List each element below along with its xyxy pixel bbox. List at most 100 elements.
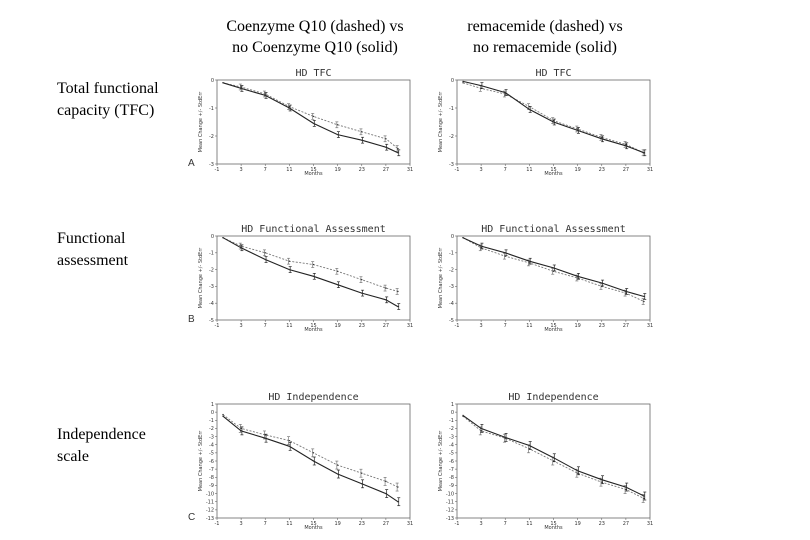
- series-line-solid: [462, 414, 645, 497]
- data-point: [480, 427, 482, 430]
- y-tick-label: -4: [209, 301, 214, 307]
- error-bar: [288, 442, 292, 451]
- y-tick-label: -3: [209, 162, 214, 168]
- y-tick-label: 1: [451, 402, 454, 408]
- series-line-dashed: [222, 414, 399, 488]
- data-point: [528, 260, 531, 262]
- error-bar: [504, 249, 508, 257]
- error-bar: [264, 433, 268, 443]
- x-tick-label: 31: [407, 323, 413, 329]
- data-point: [397, 152, 399, 154]
- x-tick-label: 3: [240, 167, 243, 173]
- data-point: [288, 260, 291, 262]
- y-tick-label: -2: [209, 426, 214, 432]
- y-axis-label: Mean Change +/- StdErr: [198, 91, 204, 153]
- error-bar: [504, 89, 508, 96]
- x-tick-label: 23: [599, 521, 605, 527]
- data-point: [504, 91, 506, 94]
- x-axis-label: Months: [544, 525, 563, 531]
- x-axis-label: Months: [304, 327, 323, 333]
- error-bar: [287, 103, 291, 110]
- error-bar: [601, 279, 605, 287]
- chart-svg: HD Independence-1 3 7 11 15 19 23 27 3110-1-2-3-…: [188, 392, 413, 531]
- data-point: [528, 448, 531, 450]
- error-bar: [264, 256, 268, 263]
- data-point: [552, 457, 555, 459]
- data-point: [504, 93, 506, 95]
- error-bar: [335, 460, 339, 470]
- row-label-independence: Independence scale: [57, 424, 146, 468]
- data-point: [601, 136, 603, 139]
- chart-panel-c-left: HD Independence -1 3 7 11 15 19 23 27 31 1 0 -1 -2 -3-…: [188, 390, 413, 531]
- y-tick-label: -3: [449, 284, 454, 290]
- error-bar: [336, 281, 340, 289]
- series-line-solid: [222, 415, 399, 503]
- data-point: [288, 439, 291, 442]
- y-tick-label: -12: [446, 508, 454, 514]
- error-bar: [625, 288, 629, 295]
- data-point: [385, 492, 387, 495]
- data-point: [288, 268, 291, 271]
- y-axis-label: Mean Change +/- StdErr: [438, 430, 444, 492]
- data-point: [361, 472, 363, 474]
- y-tick-label: -7: [209, 467, 214, 473]
- x-tick-label: -1: [215, 323, 220, 329]
- error-bar: [599, 134, 603, 141]
- y-tick-label: -1: [449, 251, 454, 257]
- row-label-line-2: assessment: [57, 252, 129, 269]
- data-point: [552, 267, 555, 269]
- data-point: [480, 245, 482, 247]
- error-bar: [623, 141, 627, 148]
- data-point: [462, 82, 464, 84]
- error-bar: [311, 113, 315, 120]
- x-tick-label: 15: [550, 521, 556, 527]
- chart-title: HD Independence: [508, 392, 598, 403]
- error-bar: [359, 128, 363, 136]
- y-tick-label: -3: [449, 434, 454, 440]
- data-point: [361, 483, 363, 485]
- data-point: [222, 415, 224, 417]
- y-tick-label: -1: [209, 106, 214, 112]
- error-bar: [336, 131, 340, 138]
- x-tick-label: 7: [504, 521, 507, 527]
- y-tick-label: 0: [211, 234, 214, 240]
- y-axis-label: Mean Change +/- StdErr: [438, 247, 444, 309]
- data-point: [480, 430, 482, 432]
- data-point: [528, 108, 531, 111]
- x-tick-label: 31: [647, 167, 653, 173]
- x-tick-label: 23: [599, 167, 605, 173]
- error-bar: [312, 456, 316, 466]
- data-point: [625, 143, 627, 146]
- x-tick-label: 3: [480, 323, 483, 329]
- error-bar: [385, 489, 389, 498]
- x-tick-label: 31: [407, 521, 413, 527]
- x-tick-label: -1: [215, 521, 220, 527]
- error-bar: [383, 135, 387, 143]
- data-point: [240, 247, 242, 249]
- chart-title: HD TFC: [295, 68, 331, 79]
- error-bar: [238, 424, 242, 433]
- y-tick-label: -13: [446, 516, 454, 522]
- y-tick-label: -5: [209, 451, 214, 457]
- x-tick-label: 15: [310, 521, 316, 527]
- series-line-solid: [462, 237, 645, 298]
- x-tick-label: 3: [240, 323, 243, 329]
- x-tick-label: 31: [647, 323, 653, 329]
- data-point: [240, 430, 242, 432]
- x-tick-label: 11: [526, 167, 532, 173]
- y-tick-label: -11: [206, 500, 214, 506]
- error-bar: [641, 298, 645, 305]
- data-point: [528, 262, 531, 264]
- x-tick-label: 23: [359, 323, 365, 329]
- row-label-line-1: Independence: [57, 426, 146, 443]
- error-bar: [528, 441, 532, 450]
- data-point: [336, 124, 339, 126]
- data-point: [222, 413, 224, 416]
- data-point: [576, 129, 579, 132]
- error-bar: [359, 276, 363, 283]
- x-tick-label: 7: [504, 323, 507, 329]
- data-point: [601, 138, 603, 140]
- error-bar: [397, 303, 401, 310]
- error-bar: [385, 143, 389, 151]
- error-bar: [625, 142, 629, 150]
